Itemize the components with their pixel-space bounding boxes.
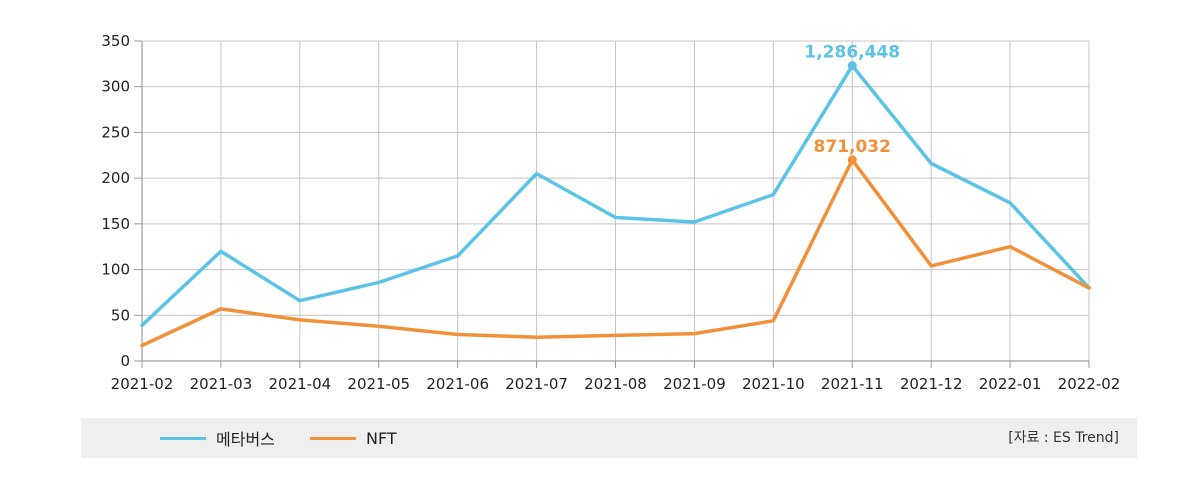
x-tick-label: 2021-03	[190, 375, 253, 393]
x-tick-label: 2022-02	[1058, 375, 1121, 393]
legend-swatch-series-1	[160, 436, 206, 440]
source-note: [자료 : ES Trend]	[1008, 430, 1119, 446]
series-line-2	[140, 158, 1091, 348]
x-tick-label: 2021-10	[742, 375, 805, 393]
legend-item-series-2: NFT	[310, 418, 397, 458]
y-tick-label: 0	[120, 352, 130, 370]
y-tick-label: 100	[101, 261, 130, 279]
x-tick-label: 2021-11	[821, 375, 884, 393]
x-tick-label: 2021-04	[268, 375, 331, 393]
y-tick-label: 300	[101, 78, 130, 96]
x-tick-label: 2021-07	[505, 375, 568, 393]
y-tick-label: 50	[111, 306, 130, 324]
y-tick-label: 200	[101, 169, 130, 187]
legend-item-series-1: 메타버스	[160, 418, 275, 458]
series-2-peak-marker	[847, 155, 857, 165]
x-tick-label: 2021-02	[111, 375, 174, 393]
chart-grid	[141, 40, 1090, 362]
x-tick-label: 2021-09	[663, 375, 726, 393]
series-2-peak-label: 871,032	[814, 137, 891, 157]
x-tick-label: 2021-08	[584, 375, 647, 393]
line-chart: 0 50 100 150 200 250 300 350 2021-02 2021-03 2021-…	[101, 32, 1120, 393]
y-tick-label: 350	[101, 32, 130, 50]
chart-labels: 0 50 100 150 200 250 300 350 2021-02 2021-03 2021-…	[101, 32, 1120, 393]
chart-axes	[134, 40, 1090, 368]
y-tick-label: 250	[101, 123, 130, 141]
legend-label-series-1: 메타버스	[216, 430, 275, 449]
series-line-1	[140, 63, 1091, 328]
chart-series	[140, 61, 1091, 348]
legend-swatch-series-2	[310, 436, 356, 440]
series-1-peak-marker	[847, 61, 857, 71]
x-tick-label: 2022-01	[979, 375, 1042, 393]
series-1-peak-label: 1,286,448	[804, 43, 900, 63]
y-tick-label: 150	[101, 215, 130, 233]
legend-bar: 메타버스 NFT [자료 : ES Trend]	[81, 418, 1137, 458]
x-tick-label: 2021-12	[900, 375, 963, 393]
x-tick-label: 2021-05	[347, 375, 410, 393]
x-tick-label: 2021-06	[426, 375, 489, 393]
legend-label-series-2: NFT	[366, 428, 397, 448]
